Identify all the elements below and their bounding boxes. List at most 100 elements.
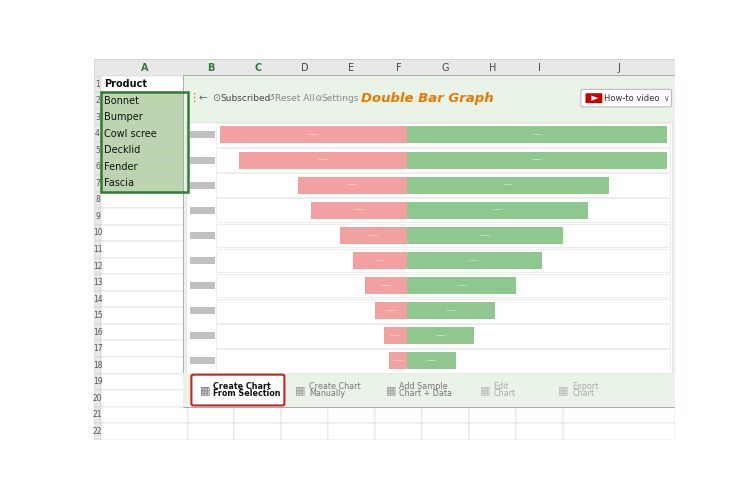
Bar (365, 277, 407, 294)
Text: ——: —— (532, 158, 543, 163)
Bar (281, 373, 328, 390)
Bar (470, 307, 516, 324)
Bar (281, 241, 328, 258)
Bar (470, 159, 516, 175)
Bar (101, 407, 188, 423)
Bar (101, 307, 188, 324)
Bar (328, 340, 375, 357)
Bar (281, 291, 328, 307)
Text: ←: ← (198, 93, 207, 103)
Bar (470, 241, 516, 258)
Text: ——: —— (390, 333, 401, 338)
Bar (470, 291, 516, 307)
Bar (563, 142, 675, 159)
Bar (563, 258, 675, 274)
Text: 10: 10 (93, 228, 102, 238)
Bar (235, 307, 281, 324)
Bar (101, 274, 188, 291)
Bar (235, 92, 281, 109)
Bar (328, 423, 375, 440)
Bar (516, 340, 563, 357)
Bar (422, 92, 470, 109)
Text: C: C (254, 63, 261, 73)
Bar (281, 225, 328, 241)
Bar (216, 148, 670, 172)
Bar (281, 175, 328, 192)
Bar (183, 373, 675, 407)
Text: ▦: ▦ (386, 385, 396, 395)
Bar (470, 258, 516, 274)
Bar (407, 126, 668, 143)
Text: ——: —— (426, 359, 437, 364)
Bar (563, 324, 675, 340)
Text: Settings: Settings (322, 94, 359, 103)
Text: E: E (349, 63, 355, 73)
Bar (94, 76, 101, 92)
Bar (516, 225, 563, 241)
Text: 15: 15 (93, 311, 102, 320)
Bar (563, 192, 675, 208)
Bar (563, 109, 675, 125)
Text: ▦: ▦ (200, 385, 210, 395)
Text: H: H (489, 63, 496, 73)
Text: Manually: Manually (309, 389, 345, 398)
Bar (239, 152, 407, 168)
Bar (422, 76, 470, 92)
Text: 19: 19 (93, 377, 102, 386)
Bar (422, 407, 470, 423)
Text: Bonnet: Bonnet (104, 96, 139, 106)
Bar (516, 208, 563, 225)
Bar (298, 177, 407, 194)
Bar (328, 241, 375, 258)
Bar (216, 274, 670, 297)
Bar (186, 123, 672, 373)
Text: B: B (208, 63, 214, 73)
Text: Double Bar Graph: Double Bar Graph (362, 92, 494, 105)
Bar (281, 76, 328, 92)
Bar (470, 175, 516, 192)
Bar (422, 258, 470, 274)
Bar (188, 357, 235, 373)
Bar (235, 291, 281, 307)
Bar (516, 192, 563, 208)
Bar (516, 159, 563, 175)
Text: J: J (618, 63, 621, 73)
Bar (563, 357, 675, 373)
Text: 20: 20 (93, 394, 102, 403)
Bar (407, 227, 562, 244)
Bar (352, 252, 407, 269)
Bar (101, 357, 188, 373)
Bar (188, 340, 235, 357)
Bar (101, 423, 188, 440)
Text: Reset All: Reset All (275, 94, 315, 103)
Bar (235, 373, 281, 390)
Bar (190, 257, 214, 264)
Bar (281, 109, 328, 125)
Bar (94, 390, 101, 407)
Text: Fascia: Fascia (104, 178, 134, 188)
Bar (516, 109, 563, 125)
Bar (340, 227, 407, 244)
Bar (101, 142, 188, 159)
Text: ——: —— (308, 132, 319, 137)
Bar (94, 142, 101, 159)
Text: ——: —— (456, 283, 467, 288)
Bar (235, 109, 281, 125)
Bar (328, 175, 375, 192)
Bar (101, 241, 188, 258)
Bar (516, 291, 563, 307)
Text: ⋮: ⋮ (185, 385, 196, 395)
Text: 8: 8 (95, 195, 100, 205)
Text: Decklid: Decklid (104, 145, 140, 155)
Bar (188, 390, 235, 407)
Bar (516, 357, 563, 373)
Bar (422, 125, 470, 142)
Bar (563, 92, 675, 109)
Bar (235, 208, 281, 225)
Bar (422, 423, 470, 440)
Bar (328, 390, 375, 407)
Bar (470, 357, 516, 373)
Bar (101, 373, 188, 390)
Bar (190, 131, 214, 138)
Bar (94, 208, 101, 225)
